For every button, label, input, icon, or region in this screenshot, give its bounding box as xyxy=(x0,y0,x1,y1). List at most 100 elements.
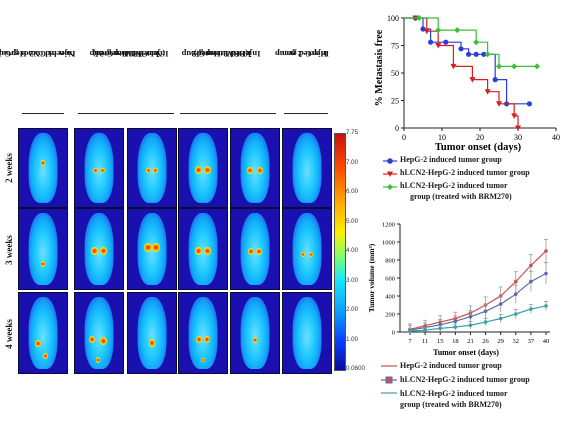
x-tick-label: 10 xyxy=(438,133,446,142)
km-point xyxy=(458,46,464,52)
metastasis-chart-axes: 0 25 50 75 100 0 10 20 30 40 xyxy=(387,14,560,142)
mouse-silhouette xyxy=(292,297,322,369)
color-scale-tick: 5.00 xyxy=(346,217,359,225)
y-tick-label: 1000 xyxy=(382,240,395,247)
signal-hotspot xyxy=(145,168,151,174)
color-scale-tick: 3.00 xyxy=(346,276,359,284)
signal-hotspot xyxy=(196,336,203,343)
signal-hotspot xyxy=(148,339,156,348)
tumor-volume-point xyxy=(468,323,473,328)
tumor-volume-series xyxy=(408,238,548,333)
x-tick-label: 40 xyxy=(543,338,550,345)
km-series-line xyxy=(404,17,519,128)
signal-hotspot xyxy=(92,168,98,174)
column-header-line: (Non-BRM treated) xyxy=(92,49,166,59)
bioluminescence-panel xyxy=(282,292,332,374)
mouse-silhouette xyxy=(188,213,218,285)
bioluminescence-panel xyxy=(127,208,177,290)
km-point xyxy=(416,15,423,21)
bioluminescence-panel xyxy=(127,128,177,208)
color-scale-tick: 7.75 xyxy=(346,129,359,136)
km-point xyxy=(473,51,479,57)
y-tick-label: 800 xyxy=(385,258,395,265)
y-tick-label: 0 xyxy=(395,124,399,133)
mouse-silhouette xyxy=(292,132,322,204)
tumor-volume-point xyxy=(544,249,548,253)
column-header-non-hlcn2: Non-hLCN2-HepG-2 Injected tumor group xyxy=(0,2,75,106)
bioluminescence-panel xyxy=(178,208,228,290)
km-point xyxy=(484,89,491,95)
group-rule xyxy=(22,113,64,114)
signal-hotspot xyxy=(201,357,205,363)
signal-hotspot xyxy=(194,247,202,256)
color-scale-tick: 0.0600 xyxy=(346,365,365,372)
group-rule xyxy=(284,113,328,114)
tumor-volume-point xyxy=(483,320,488,324)
signal-hotspot xyxy=(100,168,106,174)
tumor-volume-point xyxy=(529,307,533,311)
bioluminescence-panel xyxy=(230,208,280,290)
tumor-volume-point xyxy=(513,279,518,284)
km-point xyxy=(481,51,487,57)
bioluminescence-panel xyxy=(127,292,177,374)
x-tick-label: 21 xyxy=(467,338,474,345)
km-point xyxy=(454,27,461,34)
signal-hotspot xyxy=(301,252,306,257)
tumor-volume-point xyxy=(544,304,548,308)
signal-hotspot xyxy=(153,168,159,174)
km-series-line xyxy=(404,17,537,67)
row-label-2-weeks: 2 weeks xyxy=(4,153,14,183)
x-tick-label: 26 xyxy=(482,338,489,345)
bioluminescence-panel xyxy=(282,128,332,208)
row-label-4-weeks: 4 weeks xyxy=(4,319,14,349)
signal-hotspot xyxy=(144,242,152,252)
tumor-volume-point xyxy=(529,263,533,268)
metastasis-free-chart: 0 25 50 75 100 0 10 20 30 40 % Metastasis free Tu… xyxy=(374,14,560,153)
legend-entry: HepG-2 induced tumor group xyxy=(400,361,502,370)
km-point xyxy=(496,101,502,107)
signal-hotspot xyxy=(194,166,202,175)
tumor-volume-x-axis-label: Tumor onset (days) xyxy=(433,348,499,357)
mouse-silhouette xyxy=(137,132,167,204)
signal-hotspot xyxy=(152,242,160,252)
tumor-volume-y-axis-label: Tumor volume (mm³) xyxy=(367,243,376,312)
mouse-silhouette xyxy=(188,132,218,204)
km-point xyxy=(469,77,476,83)
color-scale-tick: 4.00 xyxy=(346,247,359,254)
column-header-line: (BRM treated) xyxy=(193,49,249,59)
signal-hotspot xyxy=(308,252,313,257)
legend-marker-square xyxy=(385,376,393,384)
legend-entry: hLCN2-HepG-2 induced tumor group xyxy=(400,168,530,177)
intensity-color-scale xyxy=(334,133,346,371)
km-point xyxy=(435,27,442,34)
legend-entry: hLCN2-HepG-2 induced tumor group xyxy=(400,375,530,384)
mouse-silhouette xyxy=(240,297,270,369)
mouse-silhouette xyxy=(240,213,270,285)
km-point xyxy=(484,51,491,58)
tumor-volume-point xyxy=(529,279,533,284)
row-label-3-weeks: 3 weeks xyxy=(4,235,14,265)
tumor-volume-point xyxy=(408,329,412,333)
signal-hotspot xyxy=(40,261,46,267)
tumor-volume-point xyxy=(544,271,548,276)
mouse-silhouette xyxy=(188,297,218,369)
metastasis-chart-series xyxy=(404,15,540,131)
tumor-volume-point xyxy=(483,309,488,314)
y-tick-label: 200 xyxy=(385,312,395,319)
tumor-volume-line xyxy=(409,272,547,331)
x-tick-label: 7 xyxy=(408,338,412,345)
signal-hotspot xyxy=(252,337,258,343)
signal-hotspot xyxy=(204,166,212,175)
color-scale-tick: 2.00 xyxy=(346,306,359,313)
tumor-volume-point xyxy=(423,328,427,332)
signal-hotspot xyxy=(90,247,98,256)
mouse-silhouette xyxy=(292,213,322,285)
tumor-volume-point xyxy=(453,319,458,323)
bioluminescence-panel xyxy=(18,292,68,374)
signal-hotspot xyxy=(100,247,108,256)
bioluminescence-panel xyxy=(74,208,124,290)
legend-marker-triangle xyxy=(387,171,393,177)
km-point xyxy=(435,43,442,49)
bioluminescence-panel xyxy=(230,292,280,374)
tumor-volume-line xyxy=(409,305,547,332)
